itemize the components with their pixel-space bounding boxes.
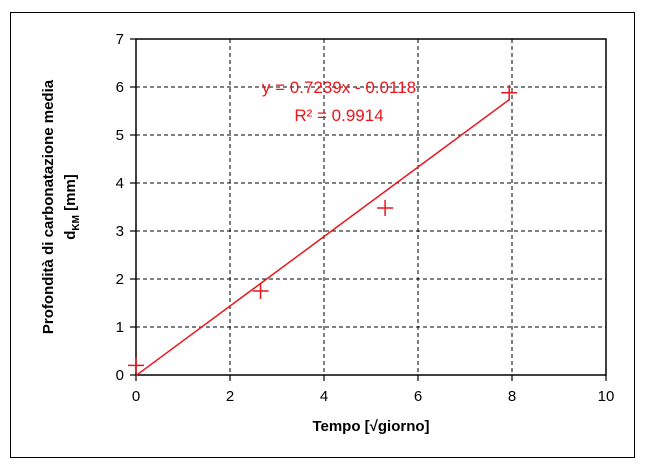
chart-frame: 0 2 4 6 8 10 0 1 2 3 4 5 6 7 y = 0.7239x - 0.0118 R²… [10,12,635,458]
x-tick-label: 2 [226,388,234,405]
y-tick-label: 1 [116,319,124,336]
y-axis-unit: [mm] [62,174,79,215]
x-tick-label: 10 [598,388,615,405]
x-tick-label: 8 [508,388,516,405]
y-tick-label: 7 [116,31,124,48]
trend-line [135,99,510,377]
axis-ticks [130,38,607,381]
data-point-marker [252,283,269,299]
y-tick-label: 3 [116,223,124,240]
y-tick-label: 4 [116,175,124,192]
data-markers [128,84,518,374]
y-tick-labels: 0 1 2 3 4 5 6 7 [116,31,124,384]
y-axis-title: Profondità di carbonatazione media dKM [… [40,79,82,334]
trendline-r-squared: R² = 0.9914 [294,106,383,125]
y-tick-label: 6 [116,79,124,96]
x-tick-labels: 0 2 4 6 8 10 [132,388,615,405]
y-tick-label: 2 [116,271,124,288]
x-tick-label: 6 [414,388,422,405]
data-point-marker [377,199,394,216]
x-tick-label: 4 [320,388,328,405]
y-axis-symbol: d [62,231,79,240]
y-tick-label: 5 [116,127,124,144]
x-axis-title: Tempo [√giorno] [312,418,429,435]
data-point-marker [501,84,518,101]
x-tick-label: 0 [132,388,140,405]
y-axis-subscript: KM [71,215,82,231]
plot-area [135,38,607,376]
y-tick-label: 0 [116,367,124,384]
grid-lines [136,39,606,375]
scatter-chart: 0 2 4 6 8 10 0 1 2 3 4 5 6 7 y = 0.7239x - 0.0118 R²… [40,31,615,435]
y-axis-title-line1: Profondità di carbonatazione media [40,79,57,334]
data-point-marker [128,357,144,374]
trendline-equation: y = 0.7239x - 0.0118 [262,78,416,97]
y-axis-title-line2: dKM [mm] [62,174,82,240]
